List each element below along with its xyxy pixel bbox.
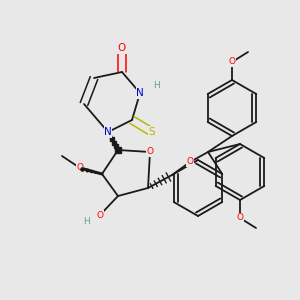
Text: H: H — [82, 217, 89, 226]
Text: S: S — [149, 127, 155, 137]
Text: N: N — [104, 127, 112, 137]
Text: O: O — [187, 158, 194, 166]
Text: O: O — [97, 211, 104, 220]
Text: O: O — [97, 211, 104, 220]
Text: O: O — [76, 164, 83, 172]
Text: S: S — [149, 127, 155, 137]
Text: N: N — [136, 88, 144, 98]
Text: O: O — [118, 43, 126, 53]
Text: O: O — [146, 148, 154, 157]
Text: H: H — [82, 217, 89, 226]
Text: O: O — [76, 164, 83, 172]
Text: O: O — [236, 214, 244, 223]
Text: O: O — [236, 214, 244, 223]
Text: N: N — [104, 127, 112, 137]
Text: N: N — [136, 88, 144, 98]
Text: O: O — [229, 58, 236, 67]
Text: O: O — [118, 43, 126, 53]
Text: O: O — [187, 158, 194, 166]
Text: H: H — [153, 80, 159, 89]
Text: O: O — [146, 148, 154, 157]
Text: H: H — [153, 80, 159, 89]
Text: O: O — [229, 58, 236, 67]
